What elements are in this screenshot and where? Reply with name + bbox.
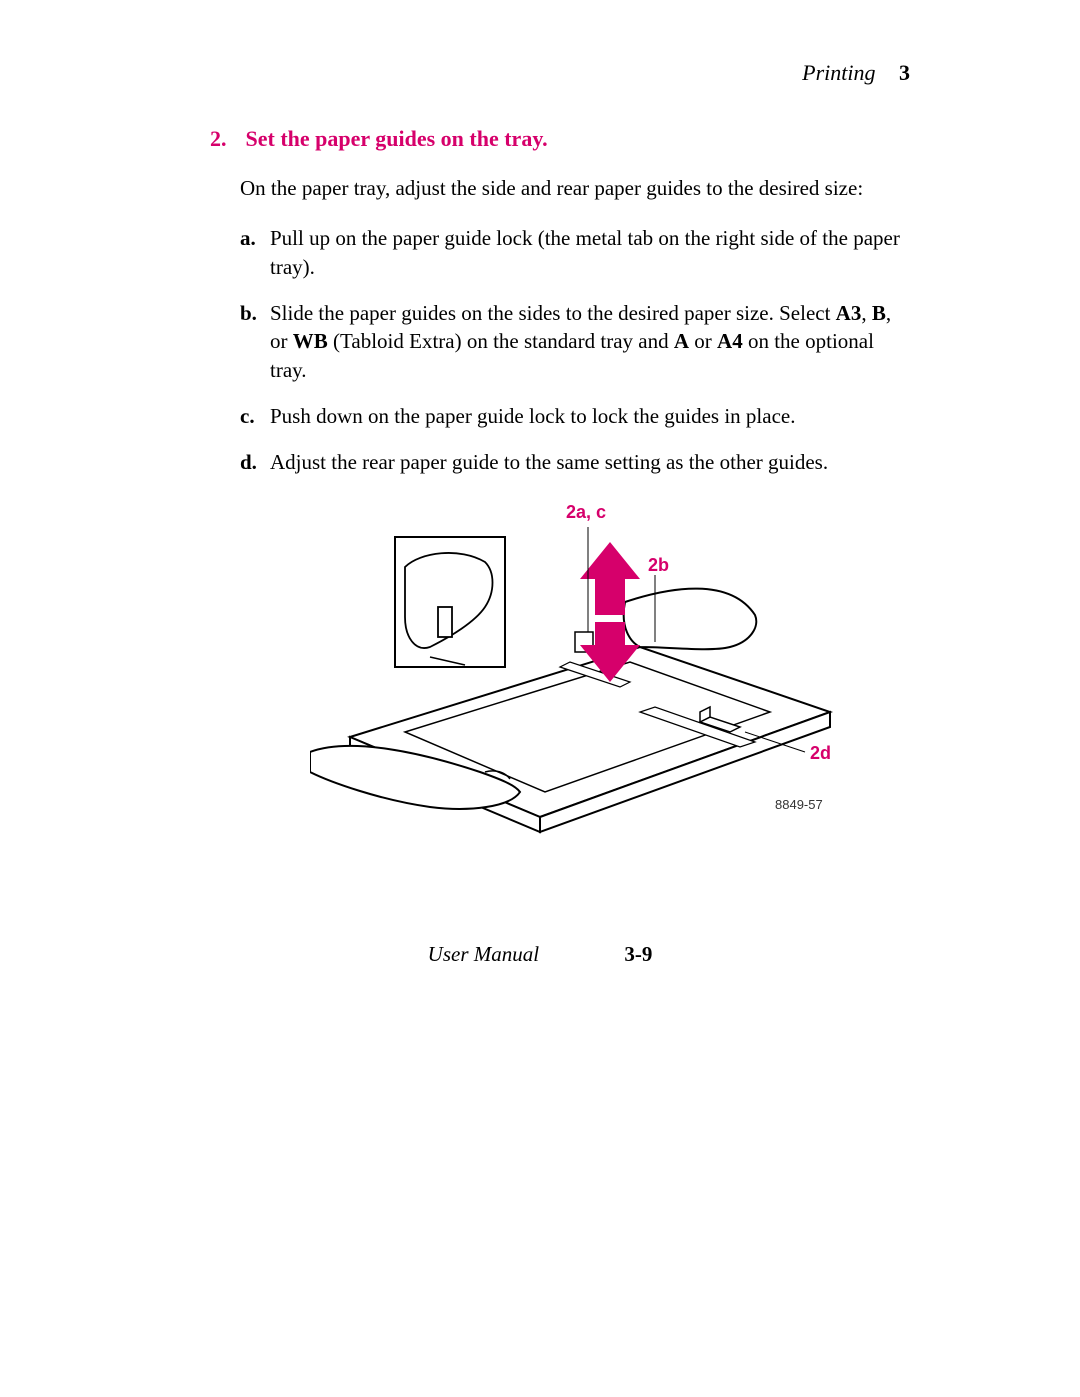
text-bold: A (674, 329, 689, 353)
step-title: Set the paper guides on the tray. (246, 126, 548, 151)
substep-letter: b. (240, 299, 270, 384)
paper-tray-figure: 2a, c 2b 2d 8849-57 (310, 507, 870, 847)
substeps-list: a. Pull up on the paper guide lock (the … (240, 224, 910, 476)
figure-label-2d: 2d (810, 743, 831, 764)
text-bold: B (872, 301, 886, 325)
substep-letter: a. (240, 224, 270, 281)
substep-body: Slide the paper guides on the sides to t… (270, 299, 910, 384)
step-number: 2. (210, 126, 240, 152)
substep-a: a. Pull up on the paper guide lock (the … (240, 224, 910, 281)
footer-doc-title: User Manual (428, 942, 539, 966)
substep-letter: c. (240, 402, 270, 430)
footer-page-number: 3-9 (624, 942, 652, 966)
substep-body: Pull up on the paper guide lock (the met… (270, 224, 910, 281)
substep-b: b. Slide the paper guides on the sides t… (240, 299, 910, 384)
text-run: Slide the paper guides on the sides to t… (270, 301, 836, 325)
header-chapter-number: 3 (899, 60, 910, 85)
step-heading: 2. Set the paper guides on the tray. (210, 126, 910, 152)
substep-body: Push down on the paper guide lock to loc… (270, 402, 910, 430)
page-footer: User Manual 3-9 (0, 942, 1080, 967)
step-intro: On the paper tray, adjust the side and r… (240, 174, 910, 202)
text-bold: A3 (836, 301, 862, 325)
text-bold: WB (293, 329, 328, 353)
substep-c: c. Push down on the paper guide lock to … (240, 402, 910, 430)
substep-letter: d. (240, 448, 270, 476)
page-header: Printing 3 (210, 60, 910, 86)
tray-illustration (310, 507, 870, 847)
text-run: (Tabloid Extra) on the standard tray and (328, 329, 674, 353)
substep-body: Adjust the rear paper guide to the same … (270, 448, 910, 476)
text-run: or (689, 329, 717, 353)
figure-label-2b: 2b (648, 555, 669, 576)
header-section-title: Printing (802, 60, 875, 85)
text-bold: A4 (717, 329, 743, 353)
text-run: , (861, 301, 872, 325)
substep-d: d. Adjust the rear paper guide to the sa… (240, 448, 910, 476)
figure-label-2ac: 2a, c (566, 502, 606, 523)
figure-id: 8849-57 (775, 797, 823, 812)
